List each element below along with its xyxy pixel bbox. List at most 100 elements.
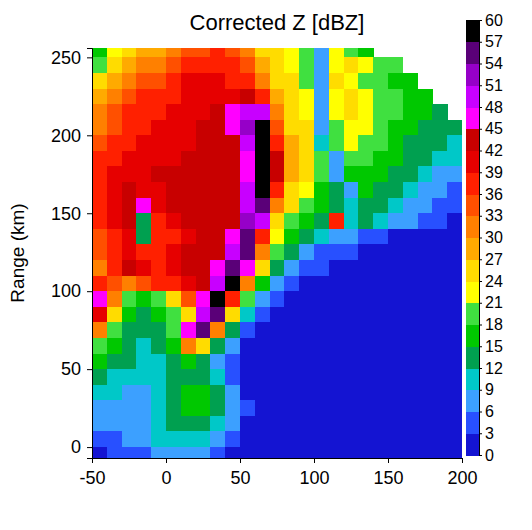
cell — [329, 198, 344, 214]
cell — [107, 369, 122, 385]
x-axis-tick: 100 — [299, 458, 329, 488]
colorbar-axis-tick-mark — [479, 238, 482, 239]
cell — [299, 276, 314, 292]
cell — [210, 385, 225, 401]
cell — [225, 198, 240, 214]
cell — [107, 400, 122, 416]
cell — [314, 416, 329, 432]
colorbar-segment — [466, 346, 479, 368]
cell — [210, 322, 225, 338]
cell — [166, 291, 181, 307]
cell — [196, 416, 211, 432]
cell — [447, 229, 462, 245]
cell — [270, 447, 285, 458]
cell — [358, 213, 373, 229]
cell — [181, 135, 196, 151]
colorbar-segment — [466, 238, 479, 260]
cell — [240, 322, 255, 338]
cell — [373, 104, 388, 120]
cell — [418, 385, 433, 401]
cell — [403, 120, 418, 136]
cell — [447, 166, 462, 182]
cell — [255, 48, 270, 58]
cell — [136, 135, 151, 151]
cell — [270, 120, 285, 136]
cell — [344, 354, 359, 370]
cell — [92, 135, 107, 151]
x-axis-tick: 200 — [447, 458, 477, 488]
colorbar-axis-tick: 21 — [479, 294, 503, 311]
cell — [240, 89, 255, 105]
cell — [122, 166, 137, 182]
cell — [373, 151, 388, 167]
cell — [358, 48, 373, 58]
colorbar-axis-tick-label: 0 — [485, 447, 494, 464]
cell — [373, 260, 388, 276]
cell — [240, 447, 255, 458]
colorbar-axis-tick: 54 — [479, 55, 503, 72]
cell — [373, 338, 388, 354]
cell — [255, 73, 270, 89]
cell — [270, 57, 285, 73]
cell — [196, 431, 211, 447]
cell — [432, 104, 447, 120]
cell — [344, 385, 359, 401]
cell — [240, 57, 255, 73]
cell — [166, 354, 181, 370]
cell — [225, 182, 240, 198]
cell — [447, 260, 462, 276]
cell — [329, 57, 344, 73]
cell — [358, 338, 373, 354]
cell — [447, 338, 462, 354]
cell — [447, 400, 462, 416]
cell — [270, 416, 285, 432]
cell — [107, 57, 122, 73]
cell — [92, 431, 107, 447]
cell — [447, 213, 462, 229]
cell — [151, 135, 166, 151]
cell — [314, 307, 329, 323]
cell — [92, 322, 107, 338]
cell — [136, 198, 151, 214]
cell — [122, 447, 137, 458]
y-axis-tick: 50 — [61, 359, 92, 379]
cell — [284, 431, 299, 447]
cell — [388, 57, 403, 73]
cell — [210, 276, 225, 292]
cell — [432, 400, 447, 416]
cell — [314, 354, 329, 370]
cell — [136, 431, 151, 447]
cell — [255, 213, 270, 229]
cell — [270, 104, 285, 120]
cell — [151, 416, 166, 432]
cell — [210, 104, 225, 120]
cell — [388, 89, 403, 105]
cell — [107, 120, 122, 136]
cell — [432, 151, 447, 167]
cell — [447, 307, 462, 323]
cell — [225, 48, 240, 58]
cell — [166, 166, 181, 182]
cell — [344, 291, 359, 307]
cell — [284, 120, 299, 136]
cell — [210, 166, 225, 182]
cell — [136, 120, 151, 136]
colorbar-segment — [466, 325, 479, 347]
cell — [210, 48, 225, 58]
cell — [210, 244, 225, 260]
cell — [210, 431, 225, 447]
cell — [329, 104, 344, 120]
cell — [225, 291, 240, 307]
cell — [284, 307, 299, 323]
cell — [373, 400, 388, 416]
cell — [166, 400, 181, 416]
cell — [151, 291, 166, 307]
cell — [314, 431, 329, 447]
cell — [432, 322, 447, 338]
cell — [432, 135, 447, 151]
cell — [210, 354, 225, 370]
colorbar-axis-tick-label: 27 — [485, 251, 503, 268]
x-axis-tick-label: 200 — [447, 468, 477, 488]
cell — [314, 260, 329, 276]
cell — [388, 322, 403, 338]
